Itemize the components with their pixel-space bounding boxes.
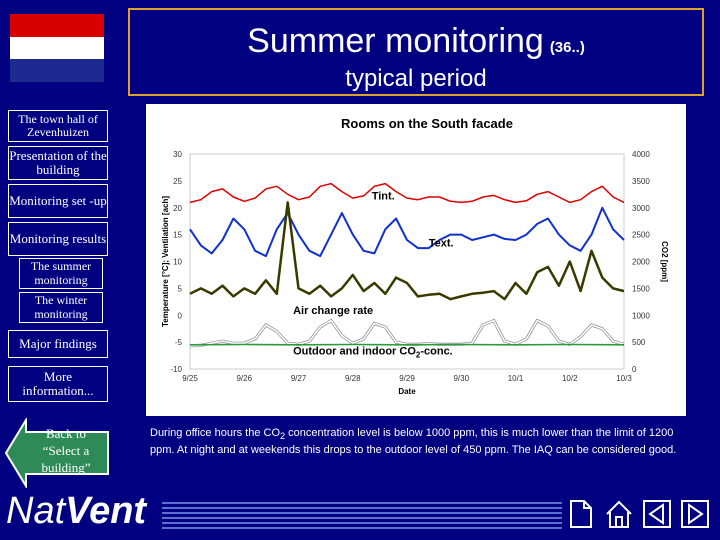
y-right-tick-label: 4000	[632, 150, 650, 159]
natvent-logo: NatVent	[6, 490, 146, 533]
nav-monitoring-setup[interactable]: Monitoring set -up	[8, 184, 108, 218]
logo-nat: Nat	[6, 490, 66, 532]
series-tint	[189, 182, 625, 204]
y-left-tick-label: -5	[175, 338, 183, 347]
x-tick-label: 10/2	[562, 374, 578, 383]
nav-monitoring-results[interactable]: Monitoring results	[8, 222, 108, 256]
nav-winter-monitoring[interactable]: The winter monitoring	[19, 292, 103, 323]
annotation-tail: -conc.	[420, 345, 452, 357]
x-tick-label: 9/30	[453, 374, 469, 383]
annotation-subscript: 2	[416, 350, 421, 359]
logo-vent: Vent	[65, 490, 147, 532]
nav-town-hall[interactable]: The town hall of Zevenhuizen	[8, 110, 108, 142]
x-tick-label: 9/26	[236, 374, 252, 383]
chart-annotation: Tint.	[372, 191, 395, 203]
nav-summer-monitoring[interactable]: The summer monitoring	[19, 258, 103, 289]
title-box: Summer monitoring (36..) typical period	[128, 8, 704, 96]
chart-annotation: Text.	[429, 237, 454, 249]
title-text: Summer monitoring	[247, 22, 544, 60]
y-left-tick-label: 0	[178, 311, 183, 320]
y-right-tick-label: 2000	[632, 258, 650, 267]
y-right-tick-label: 3000	[632, 204, 650, 213]
y-right-tick-label: 500	[632, 338, 646, 347]
y-left-tick-label: 10	[173, 258, 182, 267]
y-left-tick-label: 25	[173, 177, 182, 186]
y-left-tick-label: 5	[178, 284, 183, 293]
description-subscript: 2	[280, 431, 286, 442]
y-right-tick-label: 1500	[632, 284, 650, 293]
home-icon[interactable]	[604, 498, 634, 530]
y-right-axis-label: CO2 [ppm]	[660, 241, 669, 282]
x-tick-label: 10/1	[508, 374, 524, 383]
y-left-axis-label: Temperature [°C]; Ventilation [ach]	[161, 196, 170, 327]
back-arrow-icon[interactable]	[642, 498, 672, 530]
y-right-tick-label: 0	[632, 365, 637, 374]
series-air-change-rate	[189, 201, 625, 301]
series-text	[189, 206, 625, 258]
page-subtitle: typical period	[345, 65, 487, 92]
nav-more-information[interactable]: More information...	[8, 366, 108, 402]
chart: Rooms on the South facade-10-50510152025…	[161, 116, 669, 396]
decorative-stripes	[162, 502, 562, 529]
forward-arrow-icon[interactable]	[680, 498, 710, 530]
title-number: (36..)	[549, 39, 585, 56]
page-icon[interactable]	[566, 498, 596, 530]
back-to-select-building-button[interactable]	[4, 418, 112, 488]
chart-title: Rooms on the South facade	[341, 116, 513, 131]
y-right-tick-label: 2500	[632, 231, 650, 240]
y-left-tick-label: 20	[173, 204, 182, 213]
x-axis-label: Date	[398, 387, 416, 396]
back-button-label: Back to “Select a building”	[41, 426, 91, 475]
nav-presentation[interactable]: Presentation of the building	[8, 146, 108, 180]
y-right-tick-label: 3500	[632, 177, 650, 186]
flag-image	[10, 14, 104, 82]
chart-panel: Rooms on the South facade -10 -5 0 5 10 15 20 25…	[146, 104, 686, 416]
y-right-tick-label: 1000	[632, 311, 650, 320]
y-left-tick-label: 15	[173, 231, 182, 240]
page-title: Summer monitoring (36..)	[130, 22, 702, 61]
chart-annotation: Outdoor and indoor CO2-conc.	[293, 345, 453, 359]
x-tick-label: 9/28	[345, 374, 361, 383]
y-left-tick-label: 30	[173, 150, 182, 159]
description-part1: During office hours the CO	[150, 427, 281, 439]
nav-major-findings[interactable]: Major findings	[8, 330, 108, 358]
description-text: During office hours the CO2 concentratio…	[150, 426, 690, 457]
x-tick-label: 10/3	[616, 374, 632, 383]
chart-annotation: Air change rate	[293, 305, 373, 317]
y-left-tick-label: -10	[170, 365, 182, 374]
description-part2: concentration level is below 1000 ppm, t…	[150, 427, 677, 456]
x-tick-label: 9/27	[291, 374, 307, 383]
x-tick-label: 9/25	[182, 374, 198, 383]
x-tick-label: 9/29	[399, 374, 415, 383]
